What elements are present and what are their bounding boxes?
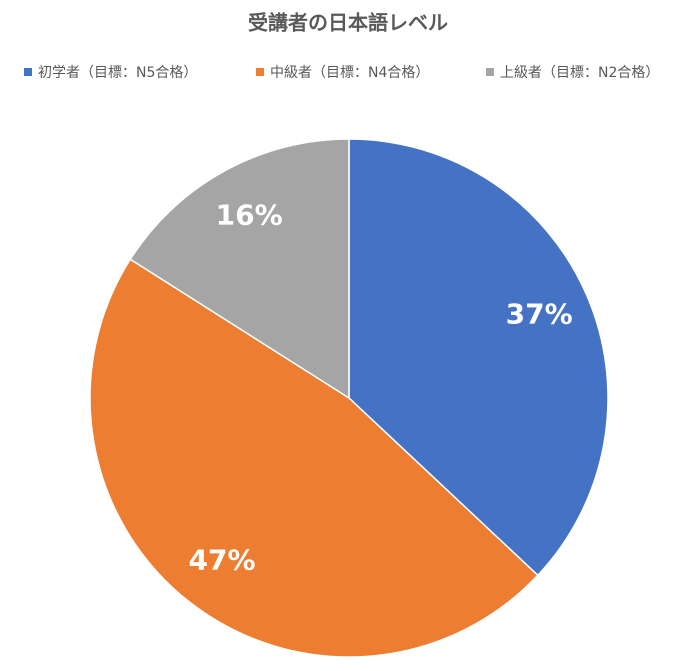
pie-slice bbox=[348, 138, 609, 577]
legend-marker bbox=[486, 68, 494, 76]
legend-label: 上級者（目標：N2合格） bbox=[500, 65, 659, 81]
pie-slice bbox=[129, 138, 350, 400]
legend-marker bbox=[256, 68, 264, 76]
data-label: 16% bbox=[216, 198, 283, 231]
data-label: 37% bbox=[506, 298, 573, 331]
legend-marker bbox=[24, 68, 32, 76]
chart-title: 受講者の日本語レベル bbox=[248, 11, 448, 35]
data-label: 47% bbox=[188, 544, 255, 577]
legend-label: 初学者（目標：N5合格） bbox=[38, 64, 197, 81]
pie-slice bbox=[89, 258, 539, 658]
legend-label: 中級者（目標：N4合格） bbox=[270, 65, 429, 81]
